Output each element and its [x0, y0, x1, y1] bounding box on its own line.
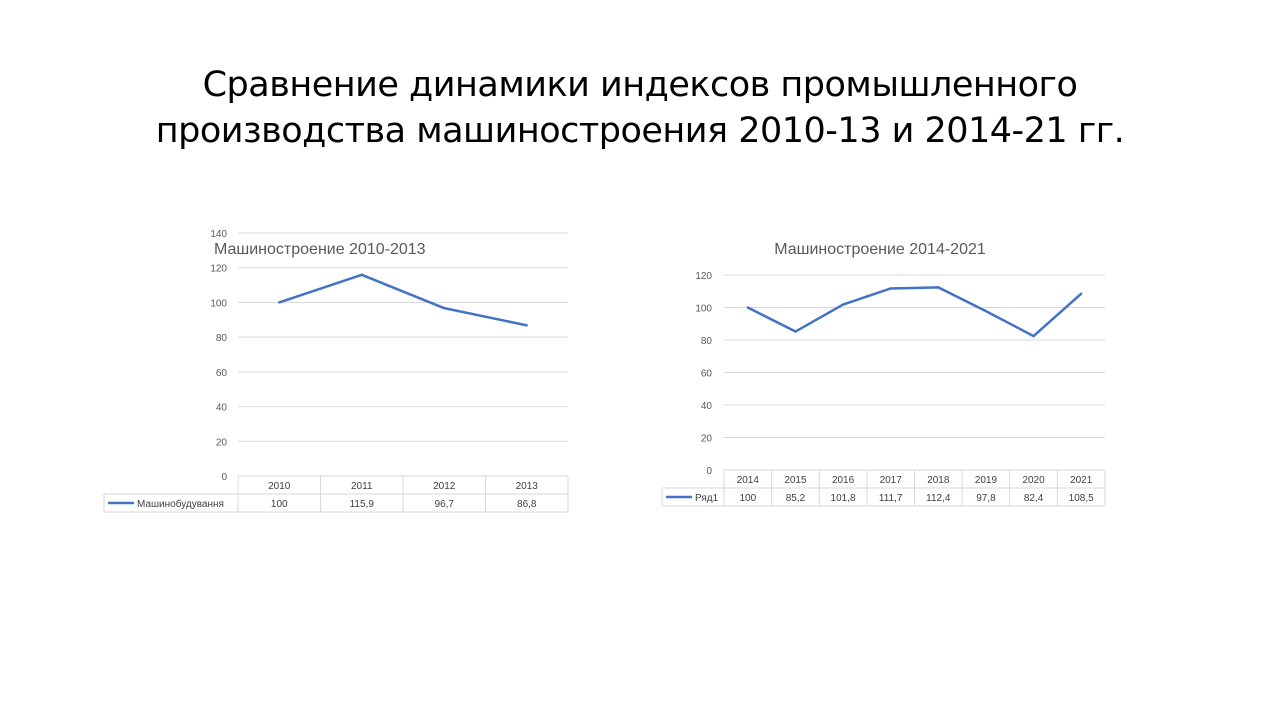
x-category-label: 2012: [433, 481, 456, 492]
y-tick-label: 120: [210, 264, 227, 275]
x-category-label: 2020: [1022, 475, 1045, 486]
x-category-label: 2015: [784, 475, 807, 486]
x-category-label: 2014: [737, 475, 760, 486]
chart-title: Машиностроение 2010-2013: [214, 241, 426, 258]
slide-title-line-2: производства машиностроения 2010-13 и 20…: [155, 111, 1125, 151]
x-category-label: 2018: [927, 475, 950, 486]
legend-series-name: Ряд1: [695, 493, 719, 504]
table-value-cell: 108,5: [1069, 493, 1094, 504]
table-value-cell: 96,7: [435, 499, 455, 510]
y-tick-label: 40: [701, 401, 713, 412]
y-tick-label: 60: [216, 368, 228, 379]
data-point: [746, 306, 750, 309]
y-tick-label: 20: [216, 437, 228, 448]
data-point: [443, 306, 446, 310]
x-category-label: 2019: [975, 475, 998, 486]
data-point: [937, 286, 940, 289]
series-line: [747, 286, 1083, 338]
table-value-cell: 101,8: [831, 493, 856, 504]
x-category-label: 2011: [351, 481, 373, 492]
slide-title-line-1: Сравнение динамики индексов промышленног…: [202, 65, 1078, 105]
y-tick-label: 20: [701, 434, 713, 445]
y-tick-label: 80: [701, 336, 713, 347]
y-tick-label: 120: [695, 271, 712, 282]
x-category-label: 2010: [268, 481, 291, 492]
table-value-cell: 97,8: [976, 493, 996, 504]
data-point: [984, 309, 988, 313]
data-point: [1079, 292, 1083, 295]
x-category-label: 2021: [1070, 475, 1093, 486]
data-point: [525, 324, 528, 327]
data-point: [841, 303, 845, 306]
table-value-cell: 112,4: [926, 493, 951, 504]
table-value-cell: 111,7: [879, 493, 903, 504]
chart-title: Машиностроение 2014-2021: [774, 241, 986, 258]
x-category-label: 2013: [516, 481, 539, 492]
y-tick-label: 40: [216, 403, 228, 414]
table-value-cell: 85,2: [786, 493, 806, 504]
data-point: [360, 273, 363, 277]
table-value-cell: 82,4: [1024, 493, 1044, 504]
y-tick-label: 140: [210, 229, 227, 240]
y-tick-label: 60: [701, 369, 713, 380]
table-value-cell: 86,8: [517, 499, 537, 510]
x-category-label: 2017: [880, 475, 903, 486]
data-point: [278, 301, 281, 304]
table-value-cell: 115,9: [350, 499, 375, 510]
data-point: [1032, 334, 1035, 338]
slide-title: Сравнение динамики индексов промышленног…: [0, 62, 1280, 154]
data-point: [889, 287, 892, 290]
y-tick-label: 100: [695, 304, 712, 315]
legend-series-name: Машинобудування: [137, 498, 224, 510]
y-tick-label: 0: [221, 472, 227, 483]
y-tick-label: 100: [210, 298, 227, 309]
y-tick-label: 80: [216, 333, 228, 344]
table-value-cell: 100: [739, 493, 756, 504]
table-value-cell: 100: [271, 499, 288, 510]
data-point: [794, 330, 797, 333]
series-line: [278, 273, 528, 327]
y-tick-label: 0: [706, 466, 712, 477]
x-category-label: 2016: [832, 475, 855, 486]
